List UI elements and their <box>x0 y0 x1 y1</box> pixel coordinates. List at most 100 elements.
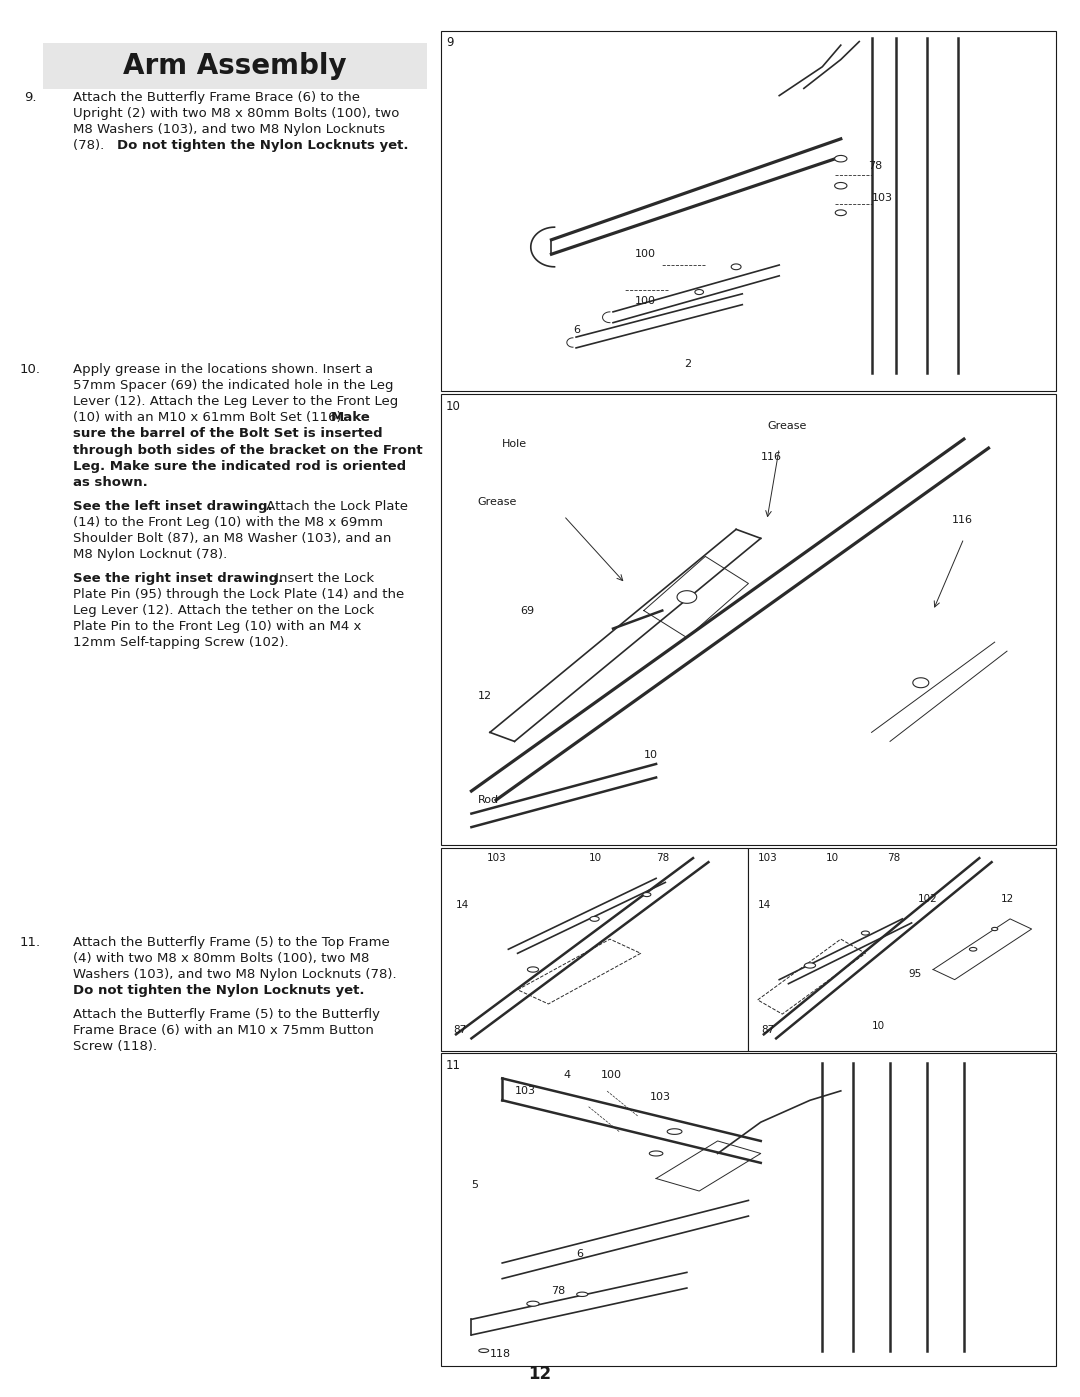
Text: Lever (12). Attach the Leg Lever to the Front Leg: Lever (12). Attach the Leg Lever to the … <box>73 395 399 408</box>
Polygon shape <box>527 967 539 972</box>
Text: Rod: Rod <box>477 795 499 805</box>
Text: (14) to the Front Leg (10) with the M8 x 69mm: (14) to the Front Leg (10) with the M8 x… <box>73 515 383 529</box>
Text: 5: 5 <box>472 1180 478 1190</box>
Text: Grease: Grease <box>767 420 807 430</box>
Text: (78).: (78). <box>73 138 109 152</box>
Bar <box>441 1053 1056 1366</box>
Text: Hole: Hole <box>502 439 527 448</box>
Polygon shape <box>991 928 998 930</box>
Polygon shape <box>913 678 929 687</box>
Text: 9.: 9. <box>24 91 37 103</box>
Polygon shape <box>835 155 847 162</box>
Text: Attach the Butterfly Frame (5) to the Butterfly: Attach the Butterfly Frame (5) to the Bu… <box>73 1009 380 1021</box>
Polygon shape <box>677 591 697 604</box>
Polygon shape <box>577 1292 588 1296</box>
Text: (10) with an M10 x 61mm Bolt Set (116).: (10) with an M10 x 61mm Bolt Set (116). <box>73 411 350 425</box>
Bar <box>441 31 1056 391</box>
Text: 103: 103 <box>872 193 892 204</box>
Text: 10: 10 <box>589 854 602 863</box>
Text: 10: 10 <box>446 400 461 412</box>
Polygon shape <box>667 1129 681 1134</box>
Bar <box>43 42 427 89</box>
Text: Plate Pin to the Front Leg (10) with an M4 x: Plate Pin to the Front Leg (10) with an … <box>73 620 362 633</box>
Text: 95: 95 <box>908 968 921 978</box>
Polygon shape <box>478 1348 488 1352</box>
Text: 116: 116 <box>951 515 973 525</box>
Text: Leg. Make sure the indicated rod is oriented: Leg. Make sure the indicated rod is orie… <box>73 460 406 472</box>
Text: Arm Assembly: Arm Assembly <box>123 52 347 80</box>
Text: 102: 102 <box>918 894 937 904</box>
Text: 10.: 10. <box>19 363 40 376</box>
Text: 11.: 11. <box>19 936 41 949</box>
Polygon shape <box>649 1151 663 1155</box>
Text: Do not tighten the Nylon Locknuts yet.: Do not tighten the Nylon Locknuts yet. <box>73 983 365 997</box>
Polygon shape <box>731 264 741 270</box>
Text: 103: 103 <box>487 854 507 863</box>
Text: Insert the Lock: Insert the Lock <box>271 573 374 585</box>
Text: 103: 103 <box>758 854 778 863</box>
Text: 11: 11 <box>446 1059 461 1071</box>
Text: 12: 12 <box>1001 894 1014 904</box>
Text: 103: 103 <box>650 1092 671 1102</box>
Text: (4) with two M8 x 80mm Bolts (100), two M8: (4) with two M8 x 80mm Bolts (100), two … <box>73 953 369 965</box>
Polygon shape <box>835 183 847 189</box>
Text: Do not tighten the Nylon Locknuts yet.: Do not tighten the Nylon Locknuts yet. <box>117 138 408 152</box>
Bar <box>441 394 1056 845</box>
Text: 6: 6 <box>573 326 580 335</box>
Text: Attach the Lock Plate: Attach the Lock Plate <box>262 500 408 513</box>
Polygon shape <box>694 289 703 295</box>
Text: See the left inset drawing.: See the left inset drawing. <box>73 500 273 513</box>
Text: as shown.: as shown. <box>73 475 148 489</box>
Text: 78: 78 <box>552 1287 566 1296</box>
Bar <box>441 848 748 1051</box>
Text: Upright (2) with two M8 x 80mm Bolts (100), two: Upright (2) with two M8 x 80mm Bolts (10… <box>73 106 400 120</box>
Polygon shape <box>527 1301 539 1306</box>
Text: 10: 10 <box>872 1021 885 1031</box>
Text: 6: 6 <box>576 1249 583 1259</box>
Text: Attach the Butterfly Frame (5) to the Top Frame: Attach the Butterfly Frame (5) to the To… <box>73 936 390 949</box>
Text: M8 Nylon Locknut (78).: M8 Nylon Locknut (78). <box>73 548 228 562</box>
Text: 100: 100 <box>600 1070 622 1080</box>
Text: 100: 100 <box>635 296 656 306</box>
Polygon shape <box>590 916 599 921</box>
Text: M8 Washers (103), and two M8 Nylon Locknuts: M8 Washers (103), and two M8 Nylon Lockn… <box>73 123 386 136</box>
Text: 9: 9 <box>446 36 454 49</box>
Text: 87: 87 <box>760 1025 774 1035</box>
Polygon shape <box>835 210 847 215</box>
Text: 12: 12 <box>477 692 491 701</box>
Text: 78: 78 <box>868 161 882 170</box>
Text: 2: 2 <box>684 359 691 369</box>
Text: 12: 12 <box>528 1365 552 1383</box>
Text: Leg Lever (12). Attach the tether on the Lock: Leg Lever (12). Attach the tether on the… <box>73 604 375 617</box>
Polygon shape <box>970 947 976 951</box>
Text: Plate Pin (95) through the Lock Plate (14) and the: Plate Pin (95) through the Lock Plate (1… <box>73 588 405 601</box>
Text: Make: Make <box>330 411 370 425</box>
Text: Grease: Grease <box>477 497 517 507</box>
Text: See the right inset drawing.: See the right inset drawing. <box>73 573 284 585</box>
Text: 69: 69 <box>521 605 535 616</box>
Text: 118: 118 <box>490 1348 511 1359</box>
Text: 14: 14 <box>758 900 771 909</box>
Text: sure the barrel of the Bolt Set is inserted: sure the barrel of the Bolt Set is inser… <box>73 427 383 440</box>
Text: Screw (118).: Screw (118). <box>73 1041 158 1053</box>
Polygon shape <box>643 893 651 897</box>
Text: Attach the Butterfly Frame Brace (6) to the: Attach the Butterfly Frame Brace (6) to … <box>73 91 361 103</box>
Text: Shoulder Bolt (87), an M8 Washer (103), and an: Shoulder Bolt (87), an M8 Washer (103), … <box>73 532 392 545</box>
Text: 87: 87 <box>453 1025 467 1035</box>
Text: Washers (103), and two M8 Nylon Locknuts (78).: Washers (103), and two M8 Nylon Locknuts… <box>73 968 397 981</box>
Text: 14: 14 <box>456 900 470 909</box>
Text: 103: 103 <box>514 1085 536 1095</box>
Text: 116: 116 <box>760 453 782 462</box>
Text: Apply grease in the locations shown. Insert a: Apply grease in the locations shown. Ins… <box>73 363 374 376</box>
Text: through both sides of the bracket on the Front: through both sides of the bracket on the… <box>73 444 423 457</box>
Text: 4: 4 <box>564 1070 571 1080</box>
Text: 100: 100 <box>635 249 656 260</box>
Text: 10: 10 <box>825 854 838 863</box>
Text: 12mm Self-tapping Screw (102).: 12mm Self-tapping Screw (102). <box>73 637 289 650</box>
Polygon shape <box>862 930 869 935</box>
Text: Frame Brace (6) with an M10 x 75mm Button: Frame Brace (6) with an M10 x 75mm Butto… <box>73 1024 375 1038</box>
Text: 78: 78 <box>887 854 901 863</box>
Text: 10: 10 <box>644 750 658 760</box>
Polygon shape <box>805 963 815 968</box>
Text: 78: 78 <box>656 854 670 863</box>
